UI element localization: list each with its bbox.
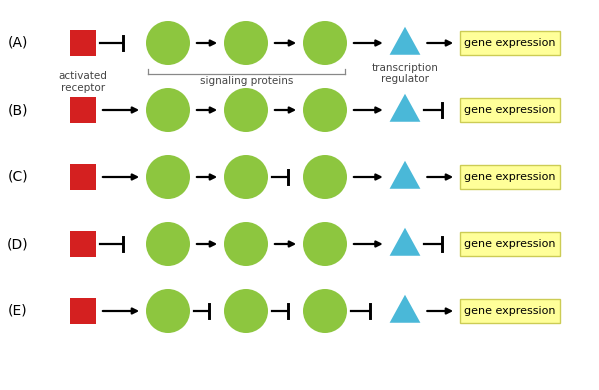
Circle shape [146, 222, 190, 266]
Bar [70, 298, 96, 324]
Circle shape [303, 222, 347, 266]
Bar [70, 164, 96, 190]
Bar [70, 97, 96, 123]
FancyBboxPatch shape [460, 165, 560, 189]
Text: gene expression: gene expression [464, 306, 556, 316]
Polygon shape [389, 27, 420, 55]
Circle shape [146, 21, 190, 65]
Circle shape [224, 21, 268, 65]
Bar [70, 231, 96, 257]
Text: signaling proteins: signaling proteins [200, 76, 293, 86]
Text: gene expression: gene expression [464, 38, 556, 48]
Text: gene expression: gene expression [464, 172, 556, 182]
Text: activated
receptor: activated receptor [59, 71, 107, 92]
Text: gene expression: gene expression [464, 239, 556, 249]
Circle shape [146, 155, 190, 199]
FancyBboxPatch shape [460, 232, 560, 256]
Text: (D): (D) [7, 237, 29, 251]
Circle shape [224, 222, 268, 266]
Circle shape [146, 289, 190, 333]
Circle shape [224, 155, 268, 199]
Circle shape [303, 88, 347, 132]
Text: (C): (C) [8, 170, 28, 184]
Circle shape [146, 88, 190, 132]
Polygon shape [389, 295, 420, 323]
Text: (A): (A) [8, 36, 28, 50]
Polygon shape [389, 228, 420, 256]
Polygon shape [389, 161, 420, 189]
Circle shape [303, 289, 347, 333]
Text: transcription
regulator: transcription regulator [371, 63, 438, 84]
Text: (B): (B) [8, 103, 28, 117]
Circle shape [303, 21, 347, 65]
FancyBboxPatch shape [460, 98, 560, 122]
FancyBboxPatch shape [460, 31, 560, 55]
Text: (E): (E) [8, 304, 28, 318]
Circle shape [224, 88, 268, 132]
Polygon shape [389, 94, 420, 122]
Text: gene expression: gene expression [464, 105, 556, 115]
Circle shape [224, 289, 268, 333]
FancyBboxPatch shape [460, 299, 560, 323]
Circle shape [303, 155, 347, 199]
Bar [70, 30, 96, 56]
